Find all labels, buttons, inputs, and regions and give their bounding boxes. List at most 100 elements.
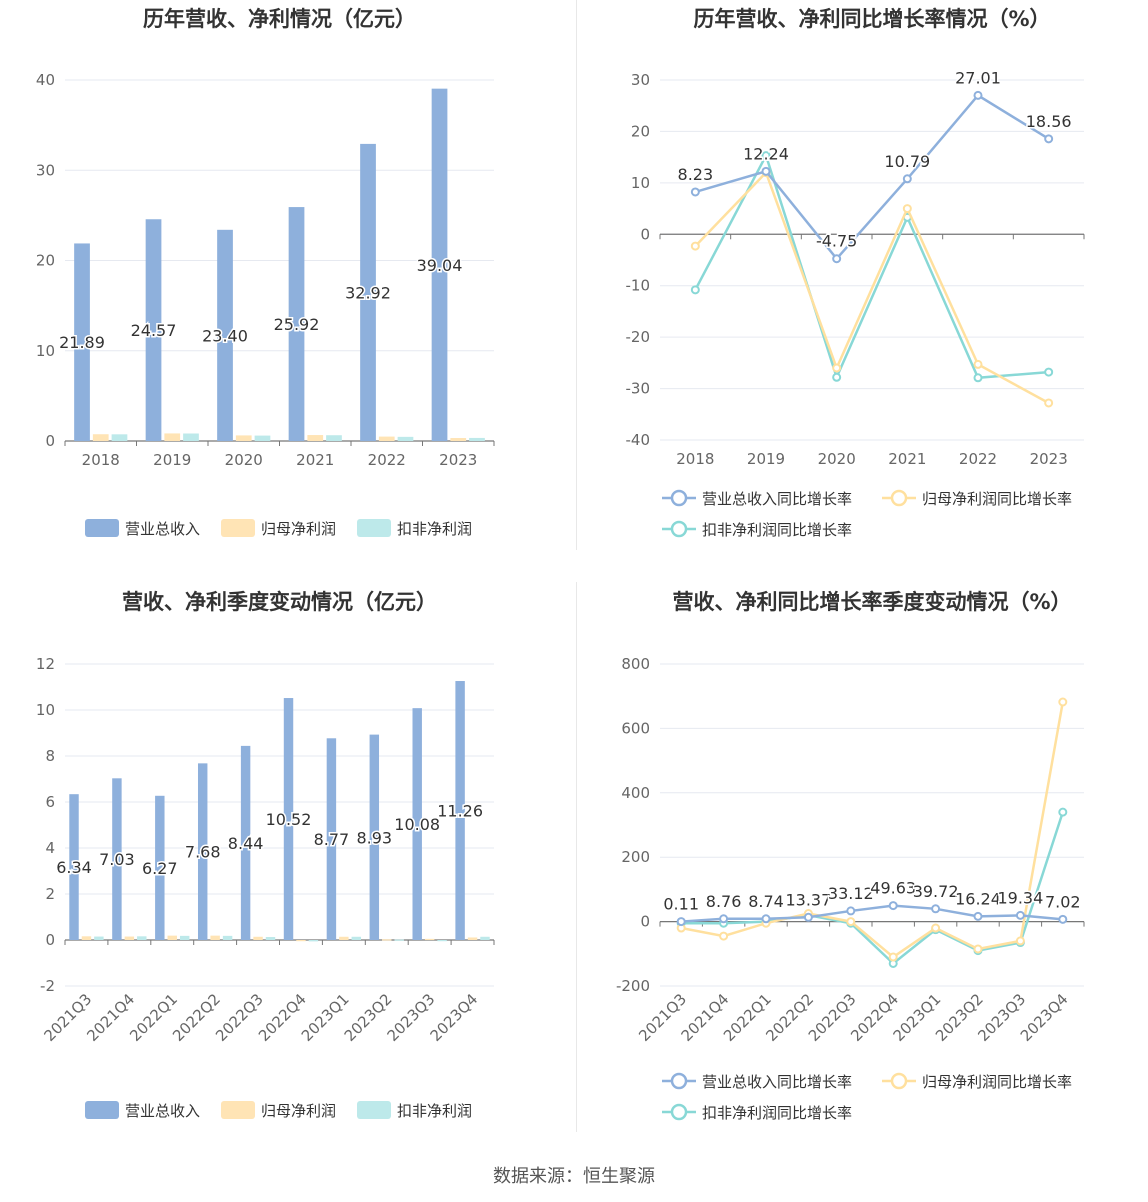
y-tick-label: 4 [45,839,55,857]
bar-deducted-profit [265,937,276,940]
bar-revenue [155,795,165,940]
x-tick-label: 2021 [296,451,334,469]
data-label: 0.11 [663,895,699,914]
data-point [1058,697,1068,707]
data-point [1044,367,1054,377]
y-tick-label: -20 [626,328,651,346]
data-label: 10.08 [394,815,440,834]
legend-swatch [357,1101,391,1119]
bar-revenue [412,708,422,940]
y-tick-label: 20 [36,252,55,270]
chart-quarterly-growth-rate: 营收、净利同比增长率季度变动情况（%） 800 600 400 200 0 -200 2021… [574,582,1148,1162]
bar-deducted-profit [308,940,319,942]
chart-svg: 营收、净利同比增长率季度变动情况（%）8006004002000-2002021… [616,590,1085,1122]
data-label: 25.92 [274,315,320,334]
data-point [1015,936,1025,946]
data-label: 13.37 [785,890,831,909]
bar-net-profit [235,435,252,441]
data-point [1044,134,1054,144]
bar-deducted-profit [222,935,233,940]
data-point [803,912,813,922]
x-tick-label: 2018 [676,450,714,468]
data-point [832,363,842,373]
series-line-revenue-growth [694,93,1050,261]
y-tick-label: 2 [45,885,55,903]
legend-swatch [221,1101,255,1119]
data-label: 7.03 [99,850,135,869]
legend-label: 归母净利润 [261,520,336,538]
y-tick-label: 400 [621,784,650,802]
data-label: 33.12 [828,884,874,903]
y-tick-label: 10 [36,701,55,719]
data-label: 24.57 [131,321,177,340]
y-tick-label: 8 [45,747,55,765]
data-label: 10.52 [266,810,312,829]
bar-deducted-profit [94,936,104,940]
data-point [973,90,983,100]
chart-annual-growth-rate: 历年营收、净利同比增长率情况（%） 30 20 10 0 -10 -20 -30 -40 2018… [574,0,1148,580]
bar-net-profit [92,434,109,441]
data-point [1044,398,1054,408]
data-label: 6.27 [142,859,178,878]
data-point [902,174,912,184]
legend-label: 归母净利润同比增长率 [922,1073,1072,1091]
bar-net-profit [339,936,349,940]
legend-swatch [221,519,255,537]
chart-svg: 历年营收、净利情况（亿元） 0 10 20 30 40 2018 2019 2020 2021 20… [36,7,495,538]
data-label: 12.24 [743,144,789,163]
data-label: 8.77 [314,830,350,849]
data-label: 8.74 [748,892,784,911]
legend-label: 归母净利润 [261,1102,336,1120]
data-point [931,923,941,933]
data-point [719,914,729,924]
bar-deducted-profit [394,939,404,941]
data-point [846,917,856,927]
divider [576,0,577,550]
data-point [761,151,771,161]
bar-deducted-profit [351,936,362,940]
x-tick-label: 2019 [153,451,191,469]
bar-net-profit [382,939,392,941]
data-label: 8.76 [706,892,742,911]
data-label: 39.04 [417,256,463,275]
y-tick-label: 40 [36,71,55,89]
bar-deducted-profit [397,436,414,441]
x-tick-label: 2019 [747,450,785,468]
bar-net-profit [124,936,135,940]
data-label: 7.02 [1045,892,1081,911]
legend-swatch [85,519,119,537]
legend-label: 扣非净利润 [397,520,472,538]
bar-deducted-profit [111,434,128,441]
bar-deducted-profit [469,437,485,441]
x-tick-label: 2023Q4 [427,990,482,1045]
bar-net-profit [210,935,220,940]
data-point [1058,807,1068,817]
y-tick-label: 12 [36,655,55,673]
legend-swatch [85,1101,119,1119]
data-label: 49.63 [870,879,916,898]
data-point [888,952,898,962]
y-tick-label: -2 [40,977,55,995]
data-label: 32.92 [345,283,391,302]
bar-deducted-profit [437,940,447,942]
x-tick-label: 2023 [439,451,477,469]
bar-revenue [455,681,465,940]
legend-marker [670,1072,688,1090]
bar-net-profit [253,936,263,940]
bar-deducted-profit [179,935,190,940]
data-label: 6.34 [56,858,92,877]
data-point [761,914,771,924]
bar-revenue [240,745,251,940]
x-tick-label: 2020 [225,451,263,469]
y-tick-label: 600 [621,719,650,737]
data-point [761,166,771,176]
data-source-text: 数据来源：恒生聚源 [493,1166,655,1187]
legend-label: 归母净利润同比增长率 [922,490,1072,508]
series-line-net-profit-growth [680,701,1065,959]
bar-net-profit [296,940,306,942]
data-label: -4.75 [816,232,857,251]
bar-revenue [69,794,79,940]
bar-revenue [326,738,337,940]
data-label: 8.93 [356,828,392,847]
legend-swatch [357,519,391,537]
